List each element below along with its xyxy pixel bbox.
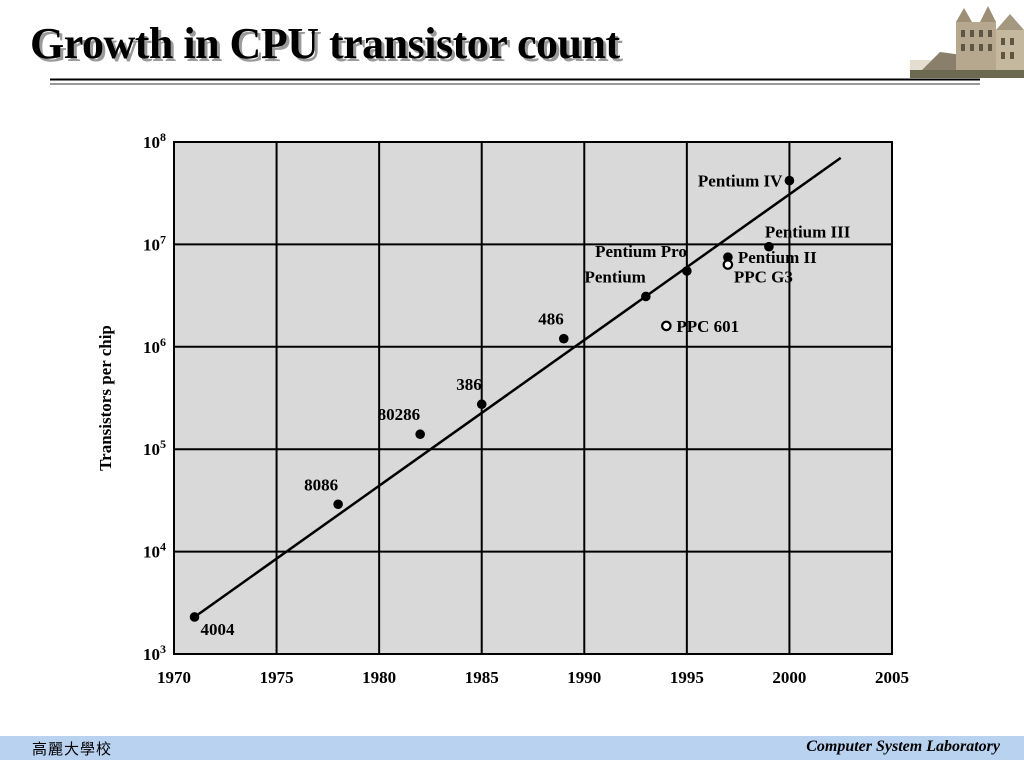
data-point: [558, 333, 569, 344]
data-label: 486: [538, 310, 564, 329]
x-tick-label: 2005: [875, 668, 909, 687]
data-label: Pentium III: [765, 223, 851, 242]
data-label: PPC G3: [734, 268, 793, 287]
y-axis-label: Transistors per chip: [96, 325, 115, 471]
data-point: [415, 429, 425, 440]
data-point-hollow: [722, 259, 734, 270]
x-tick-label: 2000: [772, 668, 806, 687]
data-point: [333, 499, 343, 510]
university-building-icon: [910, 6, 1024, 78]
data-label: Pentium: [584, 267, 645, 286]
y-tick-label: 104: [143, 540, 166, 562]
data-point: [682, 266, 692, 276]
data-point: [476, 399, 487, 410]
university-name: 高麗大學校: [32, 740, 113, 758]
x-tick-label: 1995: [670, 668, 704, 687]
lab-name: Computer System Laboratory: [806, 738, 1000, 755]
y-tick-label: 105: [143, 437, 166, 459]
data-label: Pentium II: [738, 248, 817, 267]
data-point: [723, 252, 733, 262]
plot-area: [174, 142, 892, 654]
x-tick-label: 1985: [465, 668, 499, 687]
trend-line: [193, 156, 842, 618]
data-point: [641, 291, 651, 302]
y-tick-label: 103: [143, 642, 166, 664]
data-label: 8086: [304, 475, 338, 494]
y-tick-label: 106: [143, 335, 166, 357]
data-point-hollow: [661, 320, 672, 332]
y-tick-label: 107: [143, 232, 166, 254]
data-point: [189, 612, 200, 622]
data-label: 4004: [201, 620, 236, 639]
data-label: PPC 601: [676, 317, 739, 336]
slide-title: Growth in CPU transistor count: [30, 19, 620, 68]
x-tick-label: 1975: [260, 668, 294, 687]
data-label: 386: [456, 375, 482, 394]
y-tick-label: 108: [143, 130, 166, 152]
transistor-chart: 1970 1975 1980 1985 1990 1995 2000 2005 103 104 10…: [96, 130, 909, 687]
footer-bar: 高麗大學校 Computer System Laboratory: [0, 736, 1024, 760]
data-point: [764, 241, 774, 252]
x-tick-label: 1990: [567, 668, 601, 687]
data-label: Pentium IV: [698, 172, 783, 191]
x-tick-label: 1970: [157, 668, 191, 687]
x-tick-label: 1980: [362, 668, 396, 687]
data-label: Pentium Pro: [595, 242, 687, 261]
data-label: 80286: [378, 405, 421, 424]
title-divider: [50, 78, 980, 85]
plot-border: [173, 141, 893, 655]
data-point: [784, 175, 795, 186]
